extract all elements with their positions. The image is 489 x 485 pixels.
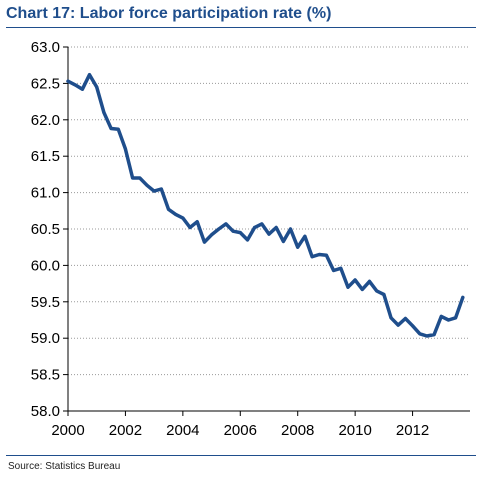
data-point xyxy=(310,255,314,259)
data-point xyxy=(80,87,84,91)
data-point xyxy=(432,333,436,337)
data-point xyxy=(95,85,99,89)
chart-title: Chart 17: Labor force participation rate… xyxy=(6,5,332,22)
x-tick-label: 2004 xyxy=(166,422,199,439)
y-tick-label: 58.0 xyxy=(31,403,60,420)
data-point xyxy=(260,222,264,226)
data-point xyxy=(181,216,185,220)
data-point xyxy=(274,226,278,229)
data-point xyxy=(238,231,242,235)
data-point xyxy=(202,240,206,244)
data-point xyxy=(123,147,127,151)
title-rule xyxy=(6,27,476,28)
y-axis-tick-labels: 63.0 62.5 62.0 61.5 61.0 60.5 60.0 59.5 59.0 58.5… xyxy=(31,39,60,420)
data-point xyxy=(324,253,328,257)
data-point xyxy=(246,238,249,242)
y-tick-label: 60.5 xyxy=(31,221,60,238)
data-point xyxy=(411,324,415,328)
data-point xyxy=(281,239,285,243)
data-point xyxy=(382,293,386,296)
x-tick-label: 2006 xyxy=(224,422,257,439)
data-point xyxy=(159,187,163,191)
data-point xyxy=(66,79,70,83)
y-tick-label: 59.0 xyxy=(31,330,60,347)
data-point xyxy=(116,127,120,131)
data-point xyxy=(403,317,407,320)
data-point xyxy=(73,83,77,87)
data-point xyxy=(396,323,400,327)
grid-lines xyxy=(68,46,470,376)
data-point xyxy=(375,289,379,293)
x-tick-label: 2012 xyxy=(396,422,429,439)
data-point xyxy=(439,314,443,318)
axes xyxy=(63,46,470,416)
data-point xyxy=(317,253,321,256)
x-tick-label: 2002 xyxy=(109,422,142,439)
data-point xyxy=(174,212,178,216)
y-tick-label: 61.5 xyxy=(31,148,60,165)
data-point xyxy=(217,227,221,231)
data-point xyxy=(425,334,429,338)
footer-rule xyxy=(6,455,476,456)
source-note: Source: Statistics Bureau xyxy=(8,461,121,472)
data-point xyxy=(253,226,257,229)
data-point xyxy=(332,269,336,272)
data-point xyxy=(224,222,228,226)
series-line xyxy=(66,72,465,338)
y-tick-label: 60.0 xyxy=(31,257,60,274)
y-tick-label: 62.0 xyxy=(31,112,60,129)
data-point xyxy=(303,234,307,238)
data-point xyxy=(353,278,357,282)
y-tick-label: 62.5 xyxy=(31,75,60,92)
data-point xyxy=(188,226,192,229)
data-point xyxy=(131,176,135,180)
y-tick-label: 61.0 xyxy=(31,185,60,202)
data-point xyxy=(389,316,393,320)
data-point xyxy=(267,232,271,236)
data-point xyxy=(296,245,300,249)
data-point xyxy=(289,227,292,231)
data-point xyxy=(231,229,235,233)
x-tick-label: 2008 xyxy=(281,422,314,439)
data-point xyxy=(102,111,106,114)
series-layer xyxy=(66,72,465,338)
data-point xyxy=(88,73,91,77)
y-tick-label: 58.5 xyxy=(31,367,60,384)
data-point xyxy=(346,285,350,289)
data-point xyxy=(138,176,142,180)
x-tick-label: 2000 xyxy=(51,422,84,439)
data-point xyxy=(454,316,458,320)
x-axis-tick-labels: 2000 2002 2004 2006 2008 2010 2012 xyxy=(51,422,429,439)
data-point xyxy=(461,295,465,299)
data-point xyxy=(339,266,343,270)
data-point xyxy=(360,287,364,291)
y-tick-label: 63.0 xyxy=(31,39,60,56)
data-point xyxy=(145,183,149,187)
y-tick-label: 59.5 xyxy=(31,294,60,311)
data-point xyxy=(368,279,371,283)
data-point xyxy=(195,220,199,224)
data-point xyxy=(418,332,422,336)
data-point xyxy=(167,207,170,211)
data-point xyxy=(109,127,113,130)
data-point xyxy=(152,189,156,193)
data-point xyxy=(210,233,214,237)
x-tick-label: 2010 xyxy=(338,422,371,439)
data-point xyxy=(447,318,450,322)
